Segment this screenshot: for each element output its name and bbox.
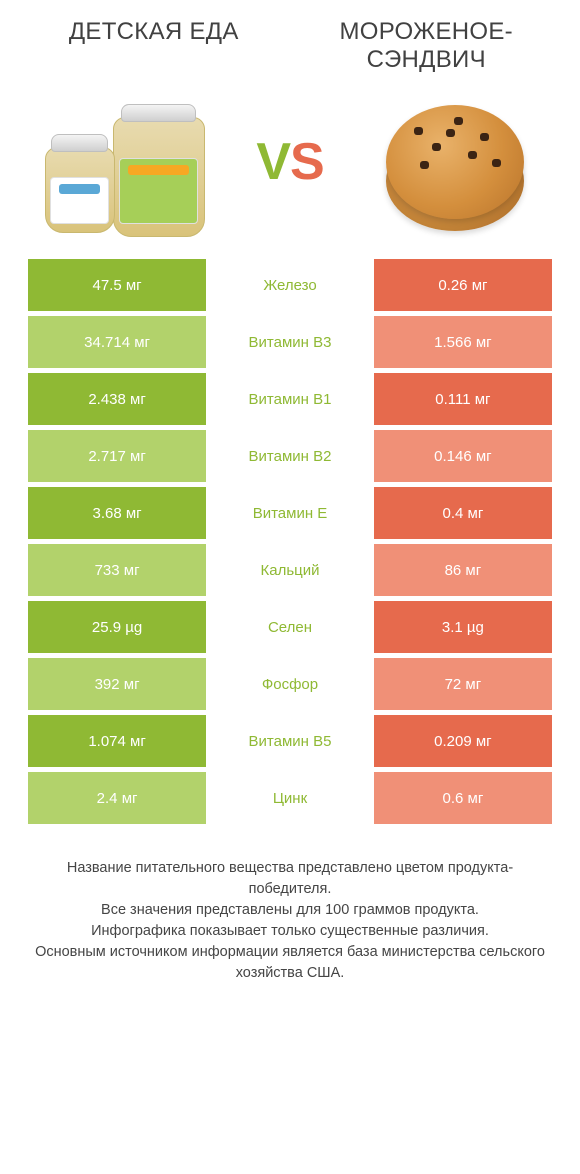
table-row: 2.717 мгВитамин B20.146 мг (28, 430, 552, 482)
left-value: 47.5 мг (28, 259, 206, 311)
left-value: 25.9 µg (28, 601, 206, 653)
chocolate-chip-icon (492, 159, 501, 167)
right-value: 0.6 мг (374, 772, 552, 824)
nutrient-table: 47.5 мгЖелезо0.26 мг34.714 мгВитамин B31… (28, 259, 552, 824)
left-value: 1.074 мг (28, 715, 206, 767)
nutrient-name: Витамин B3 (206, 316, 374, 368)
table-row: 47.5 мгЖелезо0.26 мг (28, 259, 552, 311)
left-value: 2.717 мг (28, 430, 206, 482)
right-value: 0.4 мг (374, 487, 552, 539)
table-row: 733 мгКальций86 мг (28, 544, 552, 596)
baby-food-image (28, 87, 221, 237)
right-value: 86 мг (374, 544, 552, 596)
chocolate-chip-icon (480, 133, 489, 141)
table-row: 1.074 мгВитамин B50.209 мг (28, 715, 552, 767)
chocolate-chip-icon (454, 117, 463, 125)
vs-label: VS (229, 132, 351, 192)
right-value: 1.566 мг (374, 316, 552, 368)
vs-s: S (290, 133, 324, 191)
right-product-title: МОРОЖЕНОЕ-СЭНДВИЧ (300, 18, 552, 73)
footnote-line: Основным источником информации является … (34, 942, 546, 984)
chocolate-chip-icon (446, 129, 455, 137)
left-product-title: ДЕТСКАЯ ЕДА (28, 18, 280, 46)
header: ДЕТСКАЯ ЕДА МОРОЖЕНОЕ-СЭНДВИЧ (28, 18, 552, 73)
table-row: 3.68 мгВитамин E0.4 мг (28, 487, 552, 539)
right-value: 0.209 мг (374, 715, 552, 767)
nutrient-name: Витамин E (206, 487, 374, 539)
infographic-page: ДЕТСКАЯ ЕДА МОРОЖЕНОЕ-СЭНДВИЧ VS 47.5 мг… (0, 0, 580, 1004)
left-value: 2.4 мг (28, 772, 206, 824)
footnote-line: Инфографика показывает только существенн… (34, 921, 546, 942)
left-value: 34.714 мг (28, 316, 206, 368)
right-value: 72 мг (374, 658, 552, 710)
left-value: 392 мг (28, 658, 206, 710)
table-row: 34.714 мгВитамин B31.566 мг (28, 316, 552, 368)
right-value: 0.111 мг (374, 373, 552, 425)
cookie-icon (380, 87, 530, 237)
nutrient-name: Фосфор (206, 658, 374, 710)
right-value: 0.146 мг (374, 430, 552, 482)
footnote-line: Название питательного вещества представл… (34, 858, 546, 900)
chocolate-chip-icon (414, 127, 423, 135)
chocolate-chip-icon (420, 161, 429, 169)
ice-cream-sandwich-image (359, 87, 552, 237)
table-row: 25.9 µgСелен3.1 µg (28, 601, 552, 653)
vs-v: V (256, 133, 290, 191)
table-row: 392 мгФосфор72 мг (28, 658, 552, 710)
nutrient-name: Цинк (206, 772, 374, 824)
jars-icon (45, 87, 205, 237)
left-value: 733 мг (28, 544, 206, 596)
nutrient-name: Железо (206, 259, 374, 311)
nutrient-name: Витамин B1 (206, 373, 374, 425)
nutrient-name: Витамин B2 (206, 430, 374, 482)
left-value: 2.438 мг (28, 373, 206, 425)
chocolate-chip-icon (468, 151, 477, 159)
chocolate-chip-icon (432, 143, 441, 151)
images-row: VS (28, 87, 552, 237)
nutrient-name: Кальций (206, 544, 374, 596)
footnote-line: Все значения представлены для 100 граммо… (34, 900, 546, 921)
nutrient-name: Витамин B5 (206, 715, 374, 767)
right-value: 0.26 мг (374, 259, 552, 311)
nutrient-name: Селен (206, 601, 374, 653)
left-value: 3.68 мг (28, 487, 206, 539)
table-row: 2.438 мгВитамин B10.111 мг (28, 373, 552, 425)
table-row: 2.4 мгЦинк0.6 мг (28, 772, 552, 824)
footnote: Название питательного вещества представл… (28, 858, 552, 984)
right-value: 3.1 µg (374, 601, 552, 653)
